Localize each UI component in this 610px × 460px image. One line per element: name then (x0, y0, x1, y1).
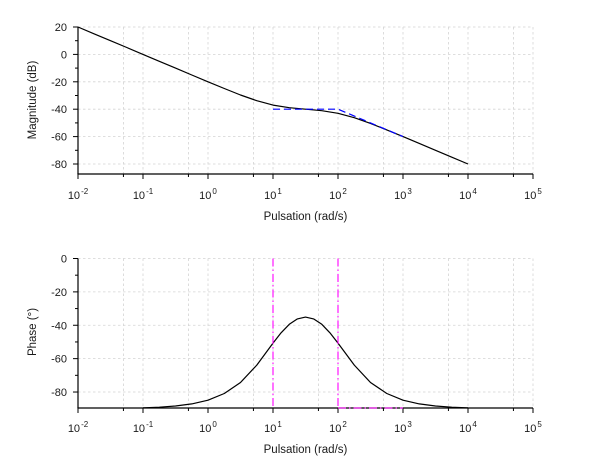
phase-xlabel: Pulsation (rad/s) (264, 444, 348, 456)
magnitude-y-tick-label: 20 (55, 22, 67, 34)
phase-axes (73, 258, 534, 413)
magnitude-x-tick-label: 100 (199, 187, 217, 202)
phase-x-tick-label: 103 (394, 420, 412, 435)
magnitude-xlabel: Pulsation (rad/s) (264, 211, 348, 223)
phase-y-tick-label: -20 (51, 287, 67, 299)
magnitude-y-tick-label: -80 (51, 159, 67, 171)
magnitude-chart: 10-2 10-1 100 101 102 103 104 105 20 0 -20 -40 -60 -8… (27, 22, 542, 223)
magnitude-y-tick-label: 0 (61, 49, 67, 61)
magnitude-x-tick-label: 10-1 (133, 187, 154, 202)
magnitude-ylabel: Magnitude (dB) (27, 61, 39, 140)
phase-x-tick-label: 100 (199, 420, 217, 435)
magnitude-x-tick-label: 10-2 (68, 187, 89, 202)
phase-y-tick-label: -80 (51, 387, 67, 399)
phase-tick-labels: 10-2 10-1 100 101 102 103 104 105 0 -20 -40 -60 -80 (51, 254, 542, 436)
phase-x-tick-label: 104 (459, 420, 477, 435)
phase-x-tick-label: 102 (329, 420, 347, 435)
magnitude-x-tick-label: 101 (264, 187, 282, 202)
magnitude-axes (73, 26, 534, 179)
magnitude-x-tick-label: 103 (394, 187, 412, 202)
phase-chart: 10-2 10-1 100 101 102 103 104 105 0 -20 -40 -60 -80 P… (27, 254, 542, 457)
phase-x-tick-label: 105 (524, 420, 542, 435)
magnitude-x-tick-label: 102 (329, 187, 347, 202)
magnitude-tick-labels: 10-2 10-1 100 101 102 103 104 105 20 0 -20 -40 -60 -8… (51, 22, 542, 202)
phase-x-tick-label: 101 (264, 420, 282, 435)
magnitude-x-tick-label: 105 (524, 187, 542, 202)
magnitude-grid (78, 26, 534, 174)
phase-grid (78, 258, 534, 408)
phase-x-tick-label: 10-1 (133, 420, 154, 435)
phase-y-tick-label: -60 (51, 354, 67, 366)
magnitude-y-tick-label: -20 (51, 77, 67, 89)
asymptotic-approximation (273, 108, 404, 138)
magnitude-y-tick-label: -60 (51, 132, 67, 144)
magnitude-y-tick-label: -40 (51, 104, 67, 116)
phase-response (142, 316, 469, 409)
phase-ylabel: Phase (°) (27, 308, 39, 356)
phase-y-tick-label: 0 (61, 254, 67, 266)
phase-y-tick-label: -40 (51, 320, 67, 332)
phase-x-tick-label: 10-2 (68, 420, 89, 435)
magnitude-x-tick-label: 104 (459, 187, 477, 202)
